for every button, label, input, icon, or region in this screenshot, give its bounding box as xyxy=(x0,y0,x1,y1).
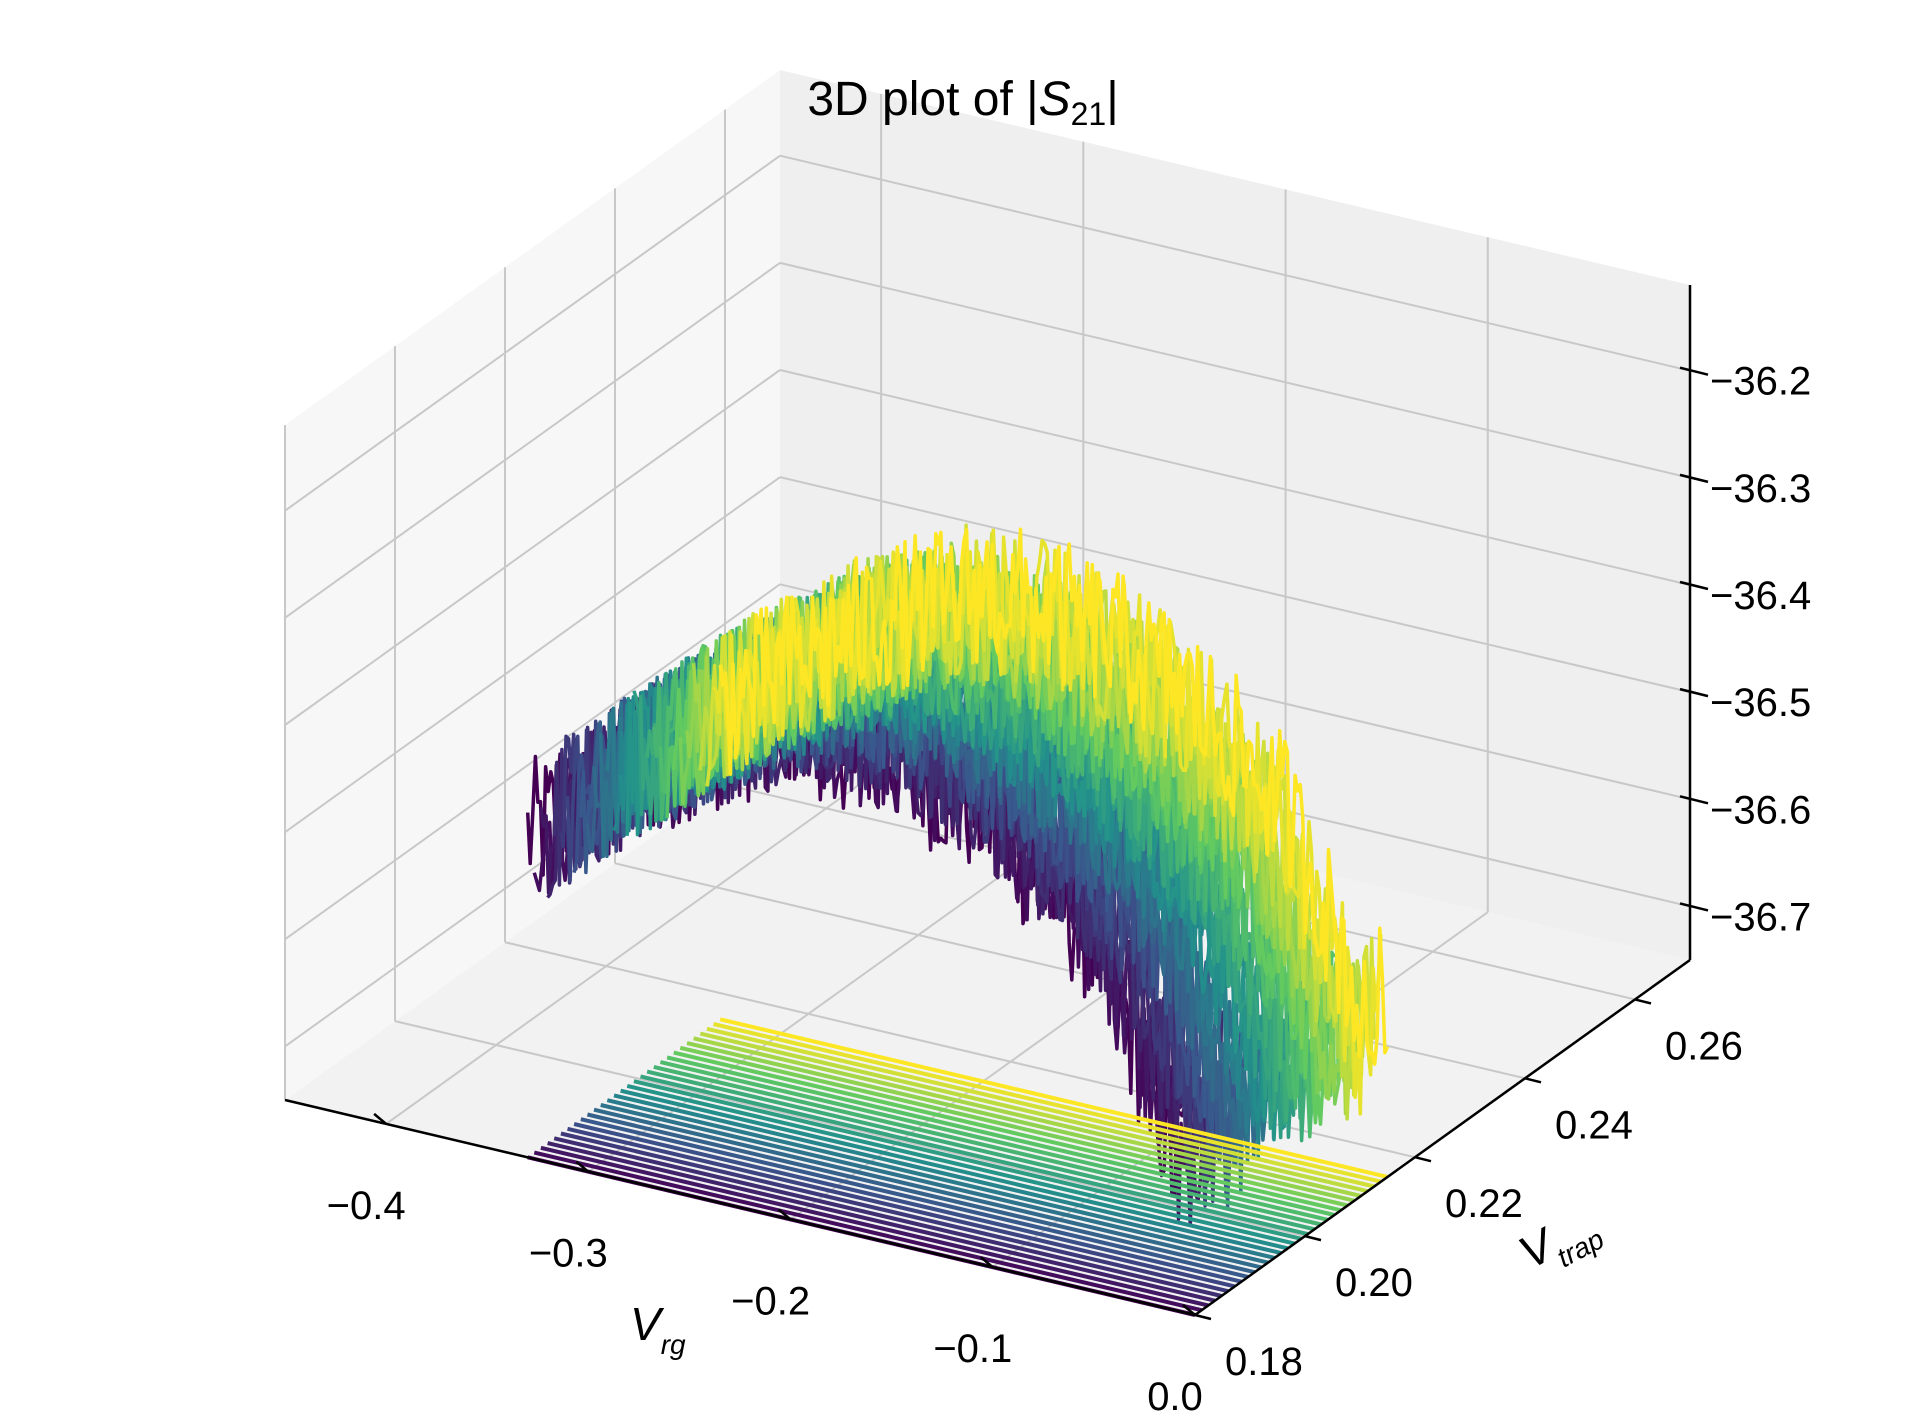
chart-title: 3D plot of |S21| xyxy=(807,73,1118,132)
trace-baseline xyxy=(593,1107,1262,1270)
y-axis-label: Vtrap xyxy=(1510,1196,1609,1288)
grid-line-z-back xyxy=(779,154,1691,372)
x-tick-label: −0.2 xyxy=(731,1279,810,1323)
z-tick-label: −36.4 xyxy=(1710,574,1811,618)
trace-baseline xyxy=(653,1064,1322,1227)
trace-baseline xyxy=(699,1031,1369,1194)
trace-baseline xyxy=(626,1083,1296,1246)
trace-baseline xyxy=(686,1041,1355,1203)
x-tick xyxy=(979,1256,994,1269)
axis-lines xyxy=(284,285,1709,1321)
x-tick xyxy=(777,1208,792,1221)
trace-baseline xyxy=(533,1150,1203,1313)
y-tick xyxy=(1634,998,1652,1005)
trace-baseline xyxy=(613,1093,1282,1256)
z-tick-label: −36.7 xyxy=(1710,895,1811,939)
trace-baseline xyxy=(693,1036,1362,1198)
trace-baseline xyxy=(659,1060,1329,1222)
y-tick-label: 0.18 xyxy=(1225,1340,1303,1384)
grid-line-z-left xyxy=(284,154,781,512)
trace-baseline xyxy=(580,1117,1249,1279)
x-axis-label: Vrg xyxy=(630,1298,686,1360)
grid-line-z-left xyxy=(284,583,781,941)
trace-baseline xyxy=(706,1026,1375,1189)
z-tick-label: −36.3 xyxy=(1710,467,1811,511)
trace-baseline xyxy=(666,1055,1335,1217)
grid-line-x-floor xyxy=(587,815,1084,1173)
trace-baseline xyxy=(673,1050,1342,1213)
x-tick-label: −0.4 xyxy=(327,1184,406,1228)
y-tick-label: 0.24 xyxy=(1555,1103,1633,1147)
trace-baseline xyxy=(620,1088,1289,1251)
trace-baseline xyxy=(586,1112,1256,1275)
tick-labels: −0.4 −0.3 −0.2 −0.1 0.0 0.18 0.20 0.22 0.24 0.26 −… xyxy=(327,360,1812,1419)
z-tick xyxy=(1679,795,1709,805)
x-tick xyxy=(575,1160,590,1173)
z-tick-label: −36.5 xyxy=(1710,681,1811,725)
y-tick-label: 0.20 xyxy=(1335,1261,1413,1305)
trace-baseline xyxy=(713,1022,1382,1184)
x-axis-line xyxy=(284,1098,1196,1317)
trace-line xyxy=(718,527,1390,1066)
y-tick xyxy=(1414,1156,1432,1163)
x-tick-label: −0.1 xyxy=(933,1327,1012,1371)
trace-baseline xyxy=(560,1131,1229,1294)
z-tick-label: −36.2 xyxy=(1710,360,1811,404)
trace-baseline xyxy=(646,1069,1315,1232)
z-tick xyxy=(1679,366,1709,376)
x-tick xyxy=(373,1112,387,1125)
trace-baseline xyxy=(633,1079,1302,1241)
grid-line-z-left xyxy=(284,476,781,833)
trace-baseline xyxy=(567,1126,1236,1289)
y-tick xyxy=(1524,1077,1542,1084)
y-tick xyxy=(1194,1313,1212,1321)
y-tick xyxy=(1304,1234,1322,1242)
trace-baseline xyxy=(640,1074,1309,1237)
x-tick-label: −0.3 xyxy=(529,1232,608,1276)
grid-line-z-back xyxy=(779,369,1691,586)
z-tick xyxy=(1679,580,1709,591)
y-axis-line xyxy=(1194,958,1691,1317)
z-tick xyxy=(1679,473,1709,484)
grid-line-x-floor xyxy=(385,768,882,1125)
trace-baseline xyxy=(573,1122,1242,1284)
z-tick-label: −36.6 xyxy=(1710,788,1811,832)
grid-line-z-left xyxy=(284,262,781,619)
trace-baseline xyxy=(540,1145,1209,1308)
grid-line-y-floor xyxy=(394,1020,1306,1238)
x-tick-label: 0.0 xyxy=(1147,1375,1203,1419)
y-tick-label: 0.22 xyxy=(1445,1182,1523,1226)
left-pane xyxy=(285,70,780,1100)
trace-baseline xyxy=(606,1098,1276,1260)
grid-line-z-back xyxy=(779,261,1691,479)
trace-baseline xyxy=(679,1045,1349,1208)
grid-line-z-back xyxy=(779,476,1691,694)
x-tick xyxy=(1182,1304,1196,1316)
y-tick-label: 0.26 xyxy=(1665,1024,1743,1068)
data-traces xyxy=(525,523,1390,1317)
z-tick xyxy=(1679,902,1709,912)
trace-baseline xyxy=(547,1141,1216,1303)
trace-baseline xyxy=(719,1017,1388,1179)
trace-baseline xyxy=(553,1136,1223,1298)
z-tick xyxy=(1679,687,1709,698)
grid-line-z-left xyxy=(284,369,781,726)
trace-baseline xyxy=(600,1103,1269,1265)
